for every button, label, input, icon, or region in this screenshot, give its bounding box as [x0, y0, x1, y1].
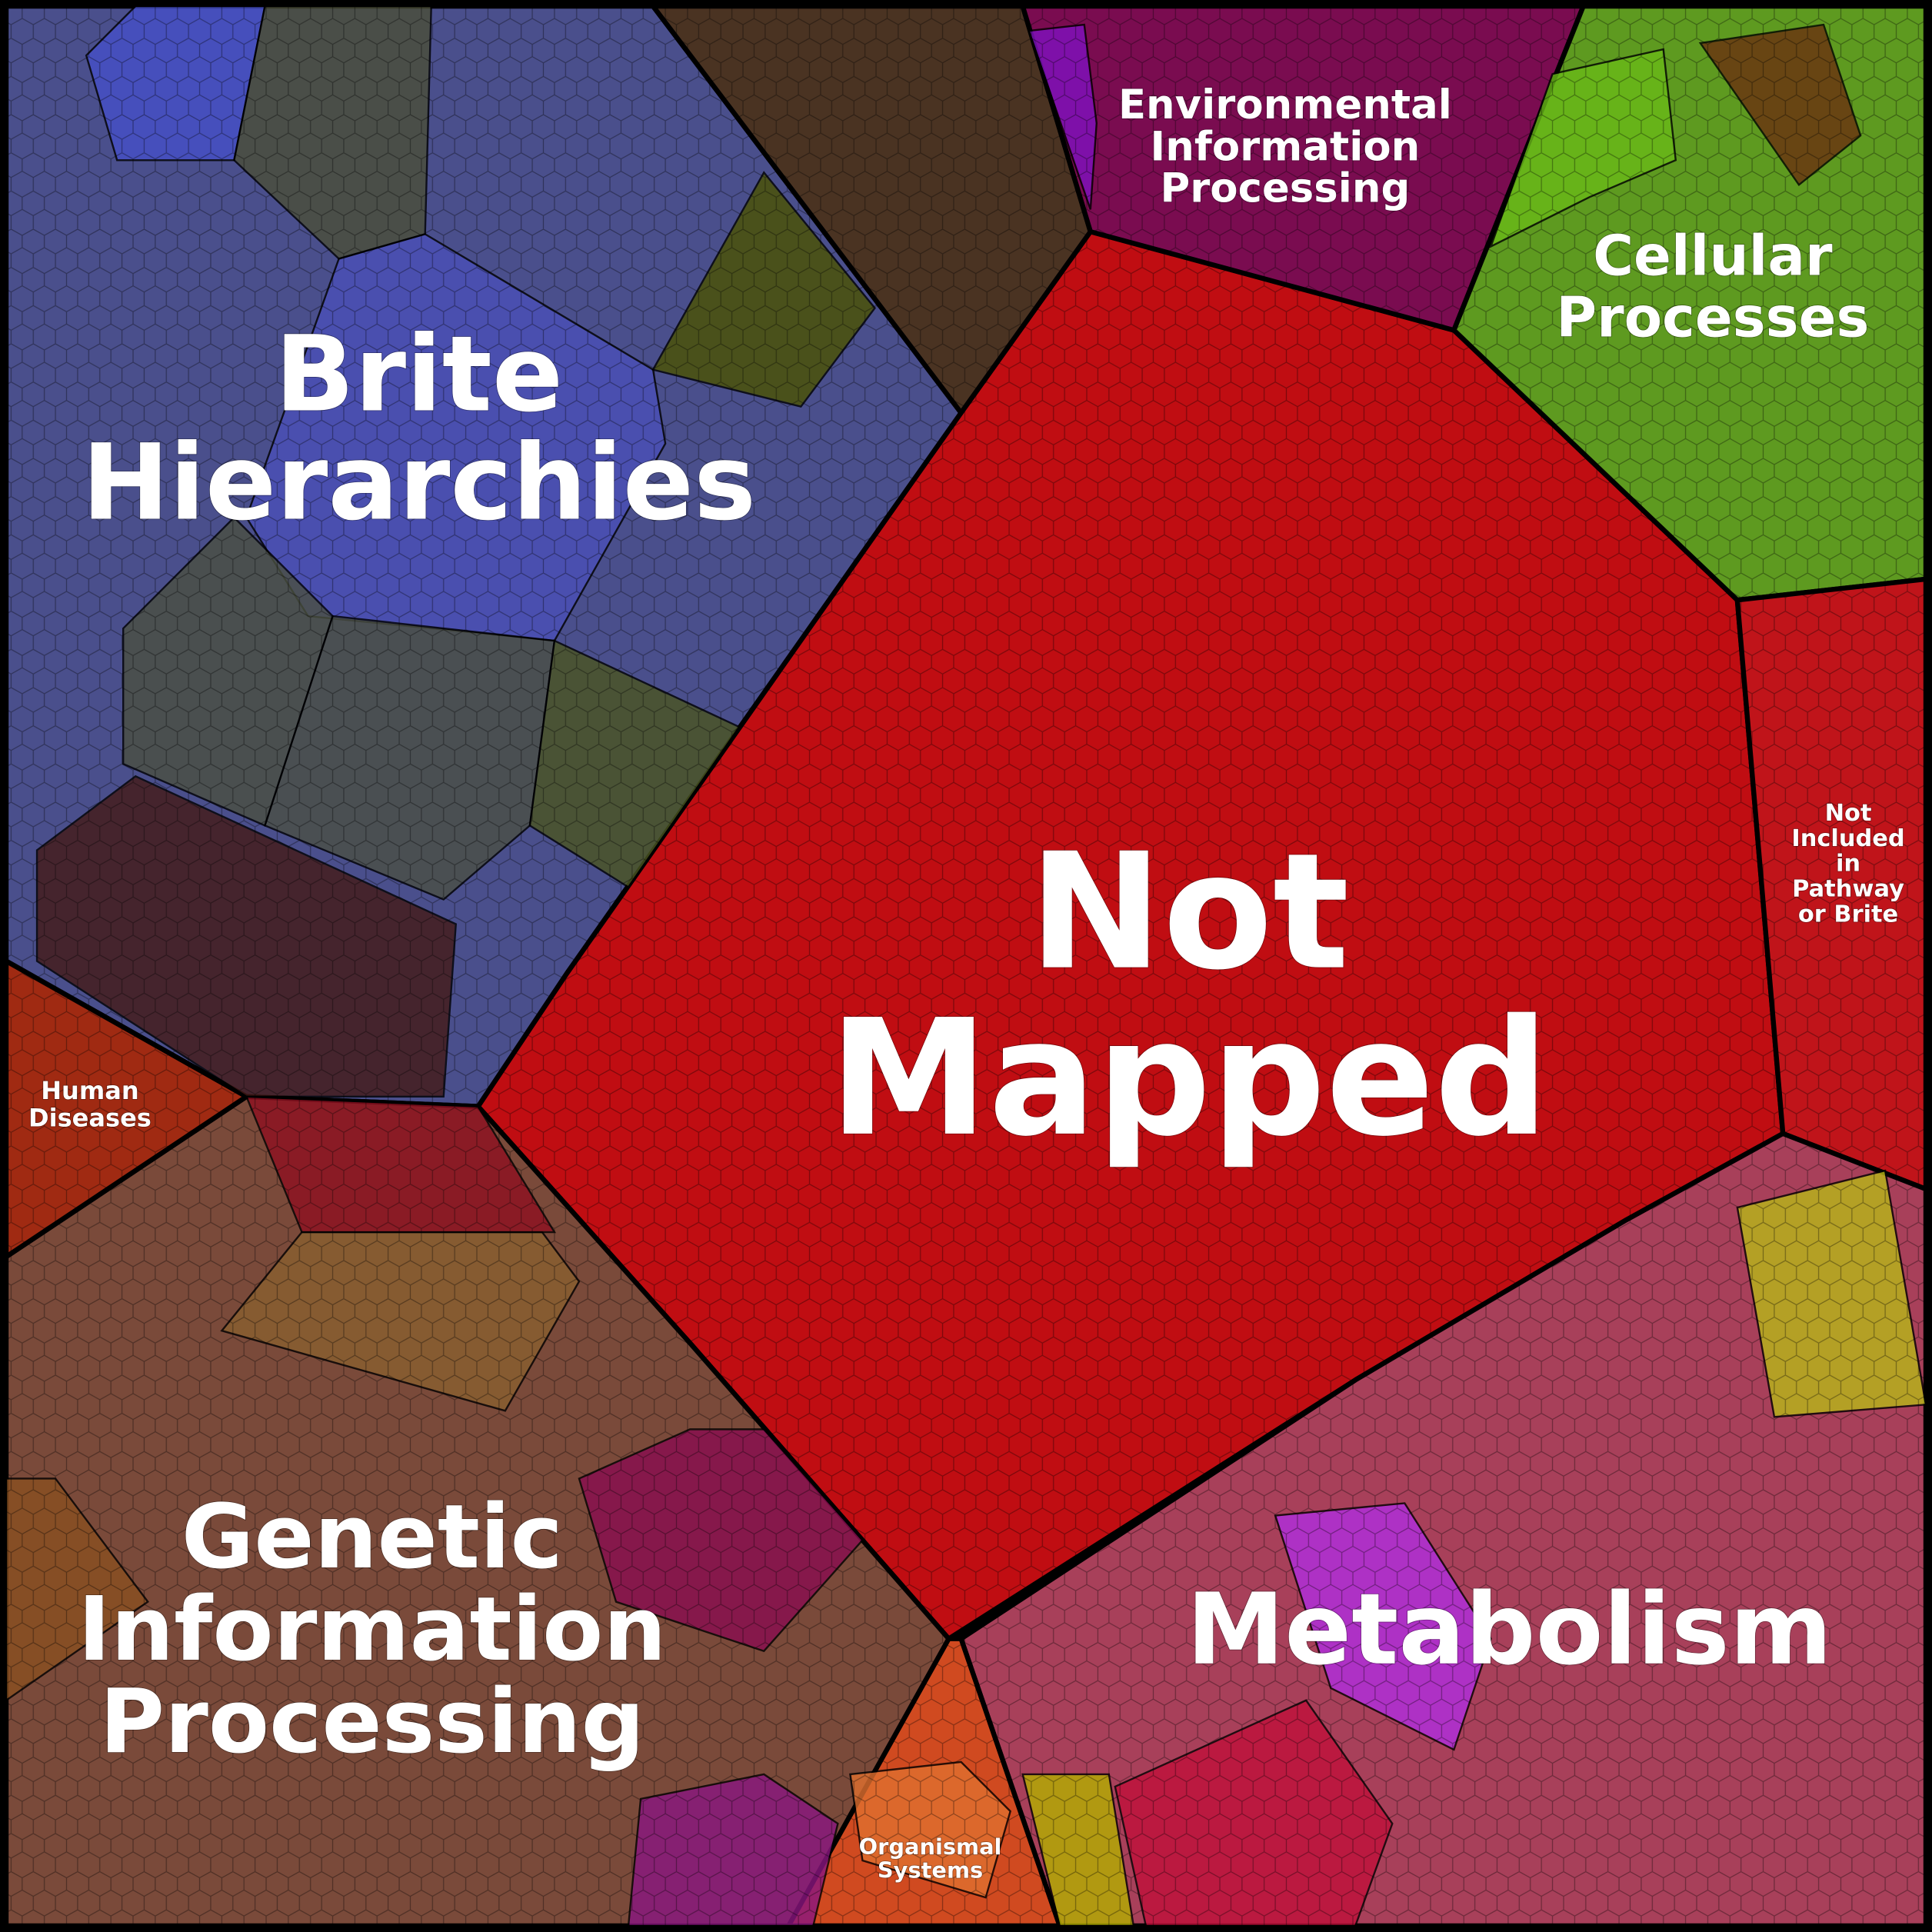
label-line: Processing [99, 1671, 645, 1774]
label-line: Human [41, 1076, 138, 1105]
label-line: Cellular [1593, 224, 1833, 288]
region-label: Environmental Information Processing [1118, 82, 1452, 212]
label-line: in [1836, 851, 1860, 878]
region-label: Cellular Processes [1556, 224, 1869, 350]
label-line: Information [78, 1578, 666, 1681]
label-line: Not [1825, 800, 1872, 827]
label-line: Processing [1161, 165, 1411, 212]
label-line: Metabolism [1187, 1573, 1833, 1687]
region-label: Genetic Information Processing [78, 1486, 666, 1774]
label-line: Pathway [1792, 875, 1904, 902]
label-line: Systems [878, 1857, 983, 1884]
label-line: Environmental [1118, 82, 1452, 128]
region-label: Metabolism [1187, 1573, 1833, 1687]
label-line: Diseases [28, 1103, 152, 1132]
region-label: Not Mapped [829, 820, 1549, 1172]
label-line: Genetic [182, 1486, 563, 1589]
region-label: Not Included in Pathway or Brite [1791, 800, 1904, 928]
label-line: Included [1791, 825, 1904, 852]
label-line: Information [1151, 123, 1421, 170]
region-label: Human Diseases [28, 1076, 152, 1132]
region-label: Organismal Systems [859, 1834, 1002, 1883]
region-label: Brite Hierarchies [82, 314, 756, 544]
label-line: Brite [275, 314, 563, 435]
label-line: Organismal [859, 1834, 1002, 1860]
label-line: or Brite [1798, 901, 1898, 928]
label-line: Processes [1556, 285, 1869, 350]
label-line: Not [1029, 820, 1350, 1006]
label-line: Mapped [829, 986, 1549, 1172]
label-line: Hierarchies [82, 422, 756, 544]
